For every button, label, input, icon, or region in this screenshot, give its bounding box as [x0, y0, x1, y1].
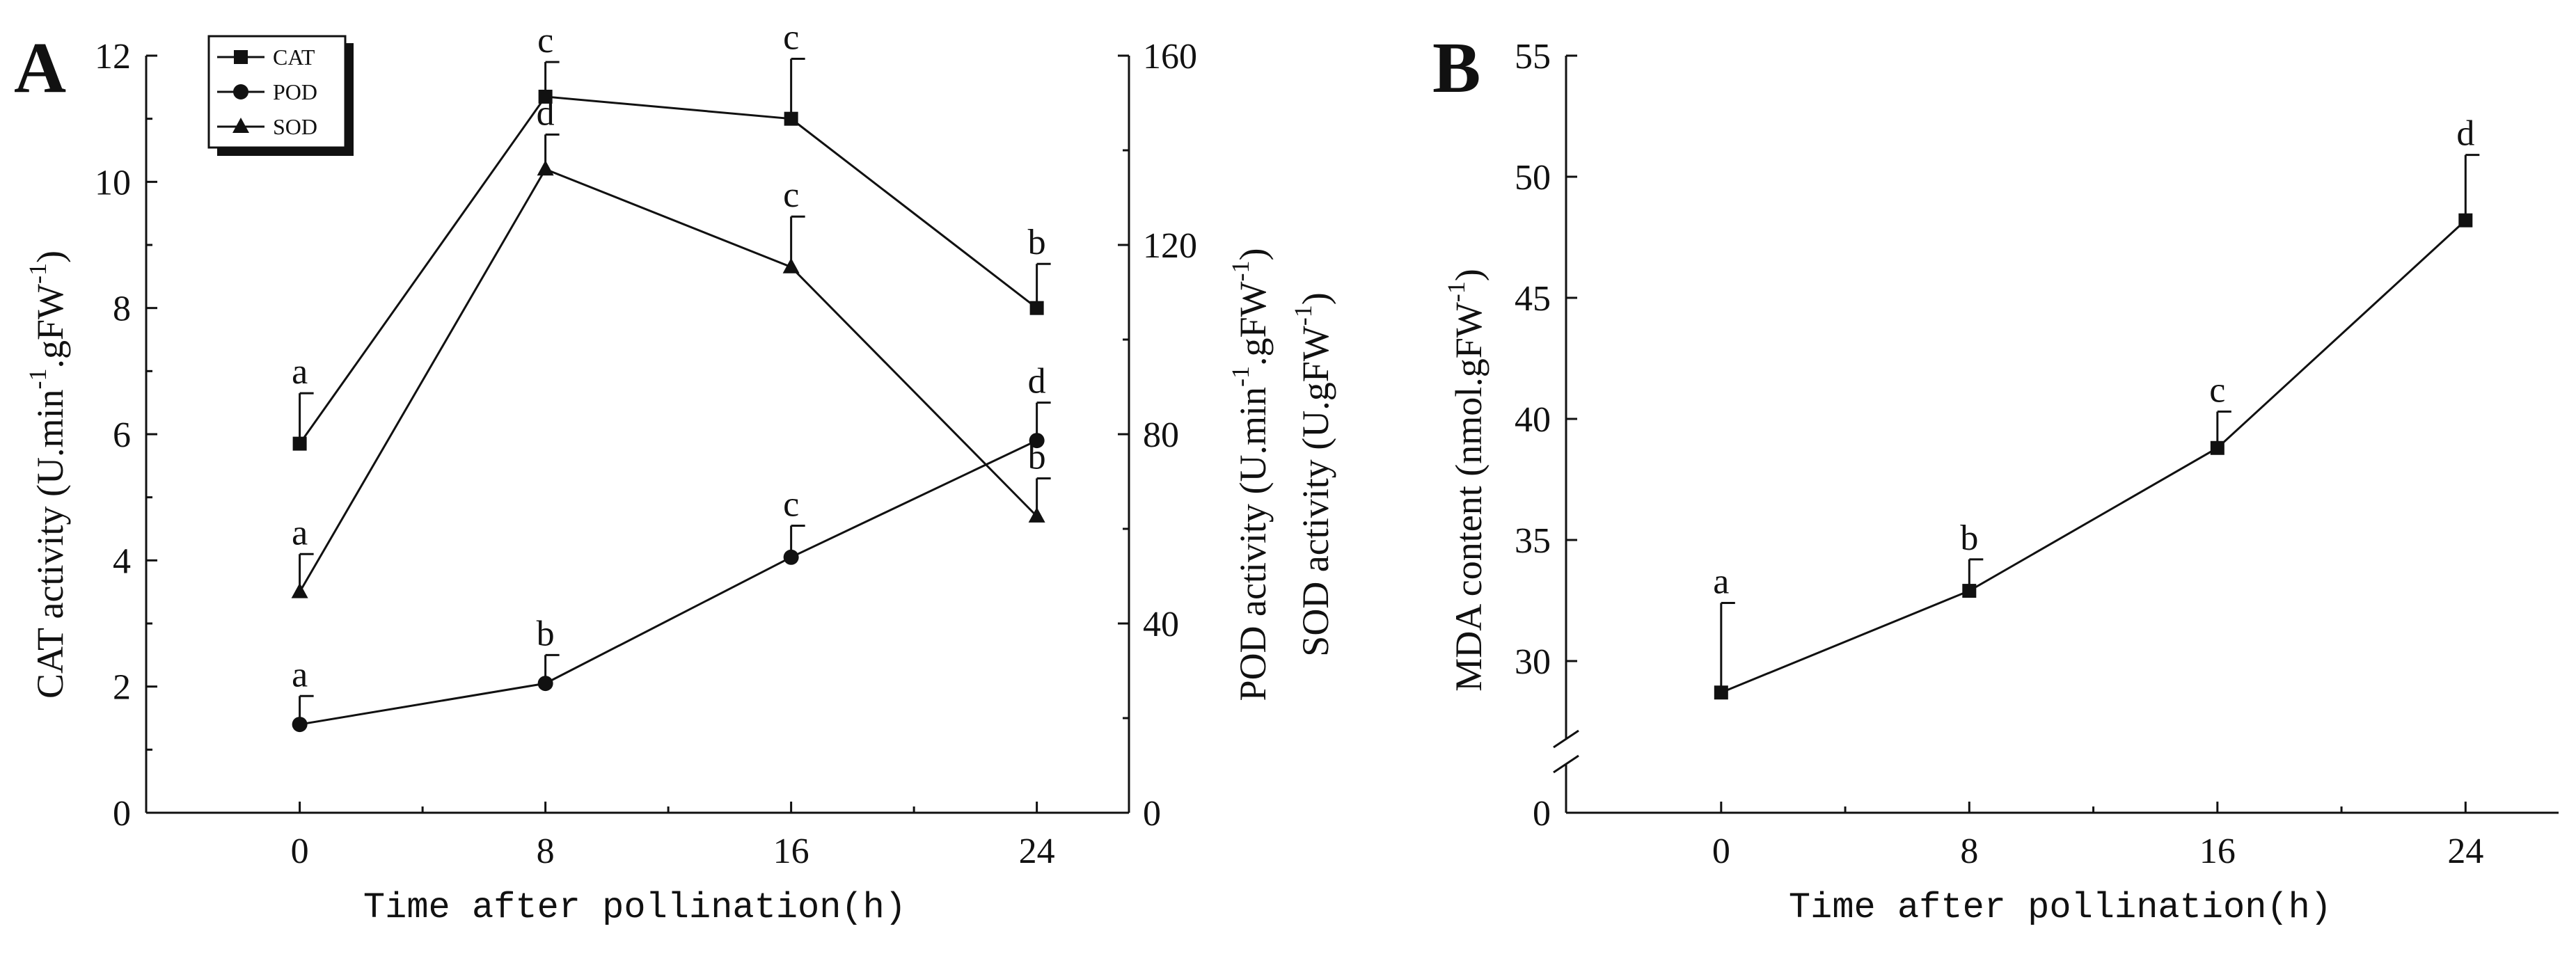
series-line-pod: [299, 439, 1038, 726]
significance-label-cat: b: [1028, 223, 1046, 262]
data-point-pod: [783, 549, 799, 565]
panel-a-right-tick-label: 40: [1143, 605, 1179, 644]
panel-a-left-tick-label: 4: [113, 541, 131, 581]
panel-a-right-tick-label: 120: [1143, 226, 1197, 266]
panel-a-legend: CAT POD SOD: [207, 35, 354, 156]
panel-a-left-tick-label: 8: [113, 289, 131, 329]
panel-a-x-tick-label: 16: [773, 832, 809, 871]
legend-label-pod: POD: [273, 79, 317, 104]
panel-a-left-tick-label: 0: [113, 794, 131, 834]
data-point-mda: [1962, 584, 1977, 598]
significance-label-mda: c: [2209, 371, 2225, 411]
data-point-sod: [537, 160, 554, 176]
significance-label-mda: a: [1713, 562, 1729, 601]
panel-a-left-tick-label: 2: [113, 668, 131, 708]
panel-b-x-tick-label: 16: [2199, 832, 2236, 871]
significance-label-sod: b: [1028, 437, 1046, 477]
data-point-mda: [1714, 685, 1728, 700]
panel-a-right-tick-label: 160: [1143, 37, 1197, 77]
panel-b-x-axis-title: Time after pollination(h): [1789, 887, 2332, 928]
data-point-cat: [538, 89, 553, 104]
significance-label-sod: a: [292, 513, 308, 552]
data-point-mda: [2210, 440, 2225, 455]
data-point-cat: [292, 436, 307, 451]
data-point-pod: [537, 676, 553, 692]
data-point-pod: [1029, 433, 1045, 449]
significance-label-pod: a: [292, 655, 308, 694]
panel-a-right-tick-label: 80: [1143, 415, 1179, 455]
legend-label-sod: SOD: [273, 114, 317, 139]
panel-b-x-tick-label: 0: [1712, 832, 1730, 871]
panel-a-x-tick-label: 24: [1019, 832, 1055, 871]
panel-b-y-tick-label: 0: [1533, 794, 1551, 834]
panel-b-y-axis-title: MDA content (nmol.gFW-1): [1442, 269, 1490, 691]
legend-marker-sod: [232, 118, 249, 133]
legend-label-cat: CAT: [273, 45, 315, 70]
panel-a-right-tick-label: 0: [1143, 794, 1161, 834]
data-point-sod: [291, 582, 308, 598]
panel-a-left-tick-label: 12: [95, 37, 131, 77]
data-point-cat: [784, 111, 798, 126]
panel-b-y-tick-label: 30: [1515, 642, 1551, 682]
panel-b-y-tick-label: 40: [1515, 400, 1551, 440]
panel-letter-a: A: [14, 28, 66, 108]
panel-b-y-tick-label: 55: [1515, 37, 1551, 77]
significance-label-cat: a: [292, 352, 308, 392]
significance-label-mda: b: [1960, 518, 1978, 558]
data-point-mda: [2458, 213, 2473, 228]
significance-label-cat: c: [537, 21, 553, 61]
panel-b-y-tick-label: 45: [1515, 279, 1551, 319]
significance-label-pod: d: [1028, 362, 1046, 402]
significance-label-pod: b: [537, 614, 555, 653]
series-line-mda: [1721, 219, 2467, 694]
series-line-sod: [299, 168, 1038, 593]
panel-b-marks: a b c d: [1713, 114, 2480, 700]
panel-a-sod-axis-title: SOD activity (U.gFW-1): [1289, 292, 1336, 656]
significance-label-pod: c: [783, 484, 799, 524]
legend-marker-cat: [234, 50, 248, 64]
panel-a-x-tick-label: 0: [291, 832, 309, 871]
panel-a-left-axis-title: CAT activity (U.min-1.gFW-1): [24, 251, 71, 699]
significance-label-mda: d: [2456, 114, 2474, 154]
panel-a-x-axis-title: Time after pollination(h): [363, 887, 906, 928]
panel-a-left-tick-label: 6: [113, 415, 131, 455]
panel-b-axis-break-mark: [1553, 754, 1579, 774]
data-point-pod: [292, 717, 308, 733]
significance-label-sod: c: [783, 175, 799, 215]
significance-label-cat: c: [783, 18, 799, 58]
panel-letter-b: B: [1432, 28, 1480, 108]
panel-b-axes: 0 30 35 40 45 50 55 0 8 16 24: [1515, 37, 2559, 871]
panel-a-pod-axis-title: POD activity (U.min-1.gFW-1): [1226, 248, 1274, 701]
panel-a-x-tick-label: 8: [537, 832, 555, 871]
panel-b: B 0 30 35 40 45 50 55 0 8 16 24 a b c d Time after po…: [1432, 28, 2559, 928]
panel-b-y-tick-label: 35: [1515, 521, 1551, 561]
series-line-cat: [299, 95, 1038, 445]
data-point-sod: [782, 257, 800, 273]
legend-marker-pod: [233, 84, 248, 100]
panel-b-y-tick-label: 50: [1515, 158, 1551, 198]
data-point-cat: [1029, 301, 1044, 315]
panel-b-x-tick-label: 8: [1960, 832, 1978, 871]
panel-b-x-tick-label: 24: [2447, 832, 2483, 871]
data-point-sod: [1028, 507, 1045, 523]
significance-label-sod: d: [537, 93, 555, 133]
panel-b-axis-break-mark: [1553, 729, 1579, 749]
panel-a-left-tick-label: 10: [95, 163, 131, 202]
